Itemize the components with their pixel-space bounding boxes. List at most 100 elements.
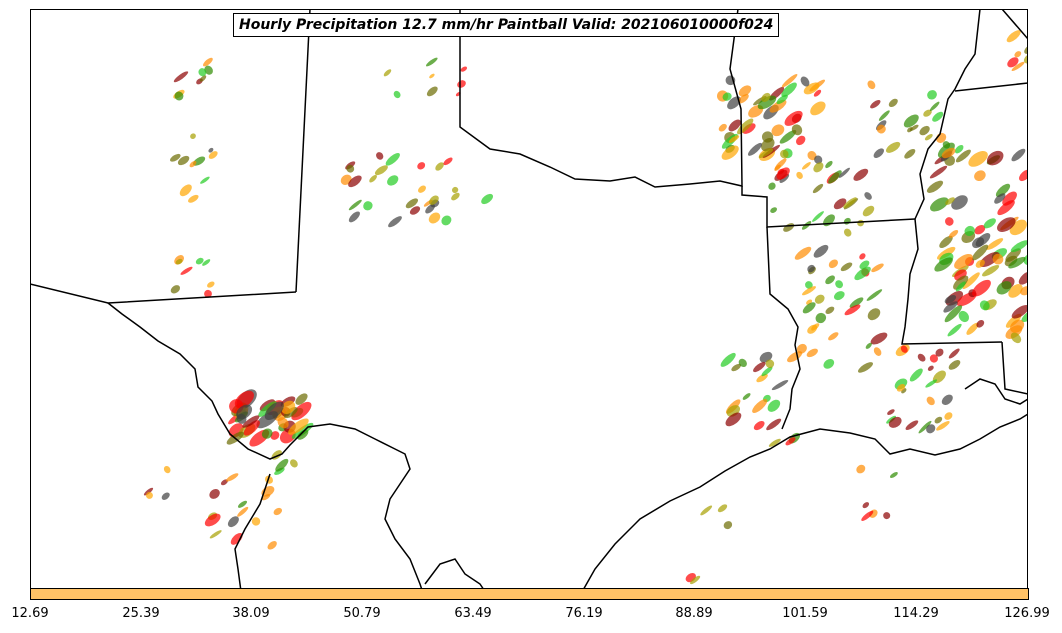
precip-blob (870, 332, 888, 345)
precip-blob (387, 175, 399, 186)
precip-blob (728, 135, 740, 143)
precip-blob (771, 380, 789, 391)
precip-blob (204, 65, 213, 75)
precip-blob (1014, 51, 1022, 58)
precip-blob (1010, 240, 1028, 253)
precip-blob (900, 345, 908, 353)
precip-blob (198, 68, 207, 77)
precip-blob (930, 197, 949, 212)
precip-blob (753, 361, 766, 373)
precip-blob (802, 302, 816, 314)
precip-blob (807, 151, 817, 161)
precip-blob (290, 459, 298, 468)
precip-blob (761, 92, 771, 102)
precip-blob (291, 401, 312, 421)
precip-blob (840, 262, 853, 272)
precip-blob (236, 404, 253, 420)
precip-blob (784, 110, 803, 126)
precip-blob (727, 96, 741, 110)
precip-blob (909, 368, 923, 382)
precip-blob (944, 412, 953, 420)
precip-blob (765, 359, 775, 368)
colorbar-tick-labels: 12.69 25.39 38.09 50.79 63.49 76.19 88.8… (0, 606, 1062, 628)
precip-blob (833, 198, 847, 210)
precip-blob (936, 421, 950, 431)
precip-blob (813, 162, 824, 173)
precip-blob (1011, 148, 1026, 162)
precip-blob (738, 358, 747, 368)
precip-blob (1008, 256, 1026, 269)
precip-blob (761, 137, 775, 152)
precip-blob (964, 225, 975, 237)
rio-grande (107, 302, 426, 599)
precip-blob (844, 304, 861, 316)
precip-blob (348, 211, 360, 223)
precip-blob (787, 351, 803, 363)
precip-blob (800, 76, 810, 87)
precip-blob (753, 421, 765, 431)
precip-blob (813, 244, 829, 258)
precip-blob (905, 420, 919, 431)
precip-blob (273, 507, 282, 516)
precip-blob (200, 176, 210, 184)
precip-blob (1008, 284, 1023, 298)
precip-blob (896, 383, 906, 392)
precip-blob (929, 165, 948, 179)
precip-blob (374, 165, 388, 176)
precip-blob (954, 145, 964, 154)
precip-blob (761, 366, 773, 377)
kentucky-border (980, 9, 1028, 40)
precip-blob (843, 197, 857, 209)
precip-blob (230, 532, 243, 545)
precip-blob (934, 257, 953, 272)
precip-blob (225, 473, 239, 482)
precip-blob (972, 237, 985, 249)
precip-blob (833, 291, 845, 301)
precip-blob (768, 438, 781, 447)
precip-blob (348, 175, 362, 188)
precip-blob (926, 396, 935, 406)
precip-blob (828, 332, 839, 341)
precip-blob (807, 264, 815, 273)
precip-blob (810, 101, 826, 116)
precip-blob (917, 353, 926, 362)
precip-blob (828, 170, 842, 184)
coast-detail-south (424, 558, 491, 599)
precip-blob (757, 95, 777, 110)
precip-blob (199, 75, 207, 82)
precip-blob (721, 145, 739, 160)
precip-blob (143, 487, 154, 496)
precip-blob (944, 294, 957, 304)
precip-blob (264, 401, 284, 421)
precip-blob (849, 297, 864, 308)
precip-blob (742, 123, 756, 134)
map-panel (30, 9, 1028, 599)
precip-blob (1018, 271, 1028, 285)
precip-blob (856, 464, 866, 474)
precip-blob (972, 244, 989, 261)
precip-blob (718, 123, 727, 132)
precip-blob (823, 359, 835, 369)
precip-blob (941, 394, 953, 406)
precip-blob (180, 266, 193, 275)
colorbar-tick-label: 101.59 (782, 606, 828, 621)
colorbar-tick-label: 25.39 (122, 606, 160, 621)
precip-blob (189, 160, 197, 168)
arkansas-louisiana-border (766, 226, 801, 430)
precip-blob (728, 119, 741, 132)
precip-blob (369, 174, 377, 183)
precip-blob (758, 148, 774, 158)
precip-blob (1002, 191, 1017, 206)
precip-blob (742, 393, 751, 400)
precip-blob (870, 100, 881, 109)
precip-blob (983, 218, 996, 229)
precip-blob (281, 400, 296, 414)
precip-blob (163, 465, 171, 474)
precip-blob (460, 66, 468, 72)
precip-blob (828, 259, 838, 269)
precip-blob (812, 211, 824, 222)
precip-blob (962, 272, 980, 290)
precip-blob (801, 162, 811, 170)
precip-blob (925, 379, 938, 388)
precip-blob (796, 343, 807, 354)
